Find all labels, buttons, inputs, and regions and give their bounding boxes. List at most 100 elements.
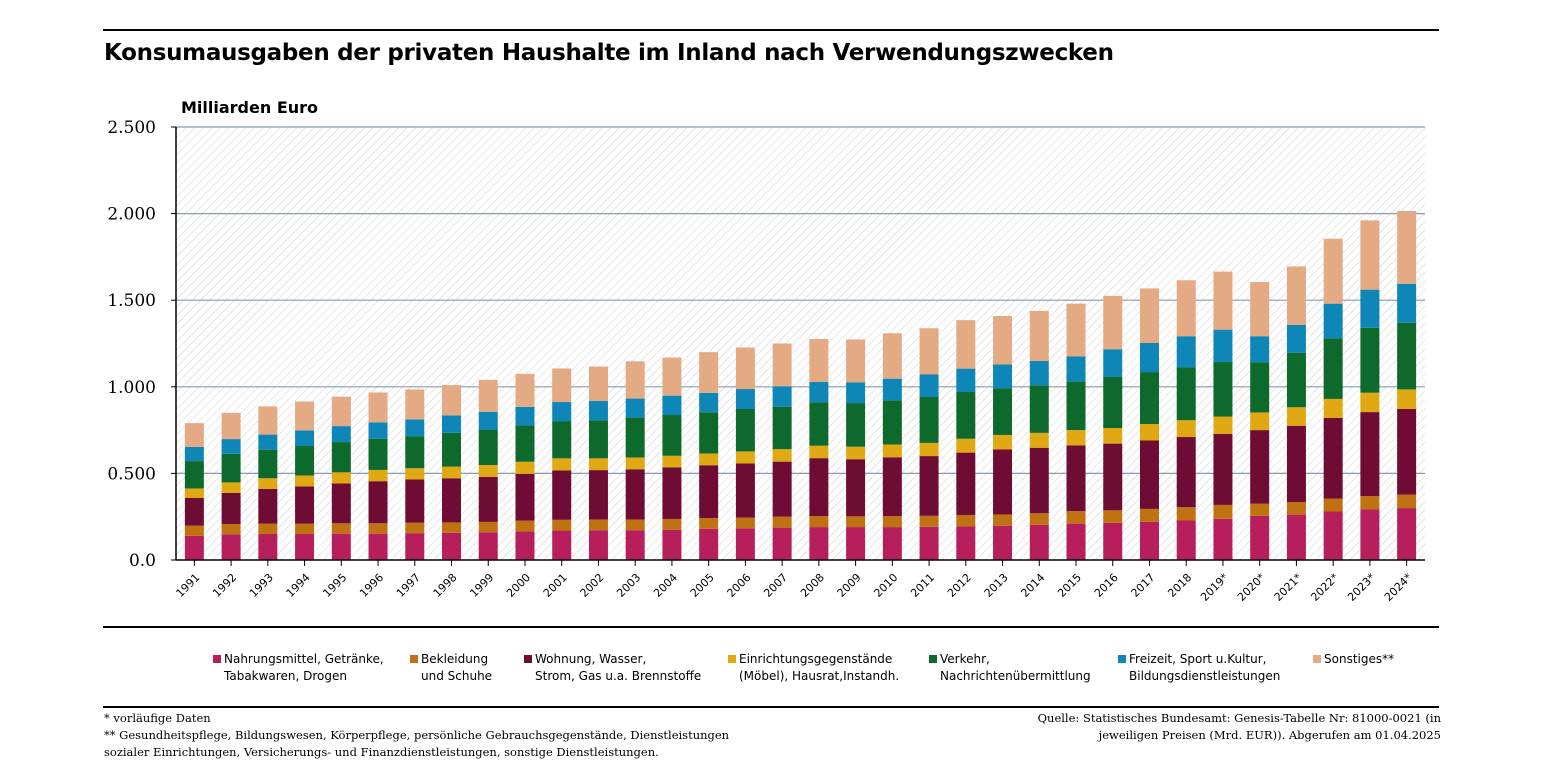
bar-segment (662, 455, 682, 468)
x-tick-label: 1997 (394, 571, 423, 600)
legend-top-rule (103, 626, 1439, 628)
bar-segment (1360, 496, 1380, 510)
source-note: Quelle: Statistisches Bundesamt: Genesis… (1038, 710, 1441, 744)
x-tick-label: 2022* (1308, 571, 1341, 604)
bar-segment (1360, 289, 1380, 328)
bar-segment (295, 523, 315, 535)
bar-segment (552, 402, 572, 422)
bar-segment (993, 434, 1013, 450)
bar-segment (184, 525, 204, 536)
bar-segment (1213, 329, 1233, 363)
legend-label-line2: (Möbel), Hausrat,Instandh. (739, 669, 900, 683)
bar-segment (1139, 440, 1159, 509)
bar-segment (1250, 336, 1270, 363)
bar-segment (478, 411, 498, 430)
bar-segment (295, 534, 315, 560)
bar-segment (1103, 295, 1123, 350)
x-tick-label: 2018 (1165, 571, 1194, 600)
bar-segment (1029, 385, 1049, 433)
bar-segment (1139, 372, 1159, 425)
bar-segment (221, 412, 241, 440)
bar-segment (258, 523, 278, 535)
x-tick-label: 2004 (651, 571, 680, 600)
bar-segment (588, 470, 608, 520)
y-tick-label: 2.500 (107, 118, 156, 138)
bar-segment (772, 343, 792, 387)
x-tick-label: 2013 (982, 571, 1011, 600)
bar-segment (221, 453, 241, 483)
legend-label: Sonstiges** (1324, 651, 1394, 668)
bar-segment (1397, 408, 1417, 495)
x-tick-label: 1998 (431, 571, 460, 600)
bar-segment (1066, 445, 1086, 512)
x-tick-label: 2014 (1018, 571, 1047, 600)
y-tick-label: 1.000 (107, 378, 156, 398)
bar-segment (588, 458, 608, 471)
bar-segment (1139, 508, 1159, 522)
bar-segment (1176, 336, 1196, 368)
legend-label: Nahrungsmittel, Getränke, Tabakwaren, Dro… (224, 651, 384, 685)
bar-segment (1176, 420, 1196, 438)
bar-segment (1323, 303, 1343, 339)
bar-segment (846, 527, 866, 560)
bar-segment (956, 438, 976, 453)
legend-label: Bekleidung und Schuhe (421, 651, 492, 685)
bar-segment (258, 406, 278, 435)
legend-label: Freizeit, Sport u.Kultur, Bildungsdienstl… (1129, 651, 1280, 685)
bar-segment (1029, 360, 1049, 386)
bar-segment (588, 420, 608, 459)
legend-label-line1: Nahrungsmittel, Getränke, (224, 652, 384, 666)
bar-segment (405, 533, 425, 560)
bar-segment (295, 430, 315, 447)
bar-segment (368, 533, 388, 560)
bar-segment (552, 368, 572, 403)
bar-segment (1213, 518, 1233, 560)
bar-segment (1176, 507, 1196, 521)
y-tick-label: 2.000 (107, 205, 156, 225)
top-rule (103, 29, 1439, 31)
bar-segment (478, 429, 498, 466)
bar-segment (1323, 338, 1343, 399)
bar-segment (331, 533, 351, 560)
bar-segment (442, 466, 462, 479)
legend-item: Wohnung, Wasser, Strom, Gas u.a. Brennsto… (524, 651, 701, 685)
stacked-bar-chart: 0.0 0.500 1.000 1.500 2.000 2.500 1991 1992 1993… (107, 98, 1425, 604)
bar-segment (368, 392, 388, 423)
bar-segment (368, 422, 388, 439)
legend-swatch (728, 655, 736, 663)
bar-segment (478, 465, 498, 477)
x-tick-label: 2016 (1092, 571, 1121, 600)
bar-segment (1397, 283, 1417, 323)
legend-label-line2: Tabakwaren, Drogen (224, 669, 347, 683)
bar-segment (772, 449, 792, 462)
x-tick-label: 2000 (504, 571, 533, 600)
bar-segment (699, 392, 719, 413)
bar-segment (919, 526, 939, 560)
bar-segment (625, 530, 645, 560)
bar-segment (882, 400, 902, 445)
x-tick-label: 2005 (688, 571, 717, 600)
bar-segment (588, 366, 608, 402)
bar-segment (662, 467, 682, 519)
legend-label: Einrichtungsgegenstände (Möbel), Hausrat,… (739, 651, 899, 685)
bar-segment (882, 444, 902, 458)
bar-segment (552, 519, 572, 531)
bar-segment (1286, 514, 1306, 560)
legend-label-line1: Sonstiges** (1324, 652, 1395, 666)
bar-segment (405, 468, 425, 480)
bar-segment (184, 488, 204, 498)
bar-segment (478, 532, 498, 560)
bar-segment (184, 497, 204, 526)
bar-segment (809, 516, 829, 528)
bar-segment (919, 515, 939, 527)
bar-segment (1176, 437, 1196, 508)
bar-segment (662, 529, 682, 560)
bar-segment (442, 385, 462, 416)
x-tick-label: 1995 (320, 571, 349, 600)
x-tick-label: 2010 (871, 571, 900, 600)
legend-item: Sonstiges** (1313, 651, 1394, 668)
bar-segment (1066, 430, 1086, 446)
legend-item: Einrichtungsgegenstände (Möbel), Hausrat,… (728, 651, 899, 685)
bar-segment (331, 523, 351, 534)
x-tick-label: 2009 (835, 571, 864, 600)
